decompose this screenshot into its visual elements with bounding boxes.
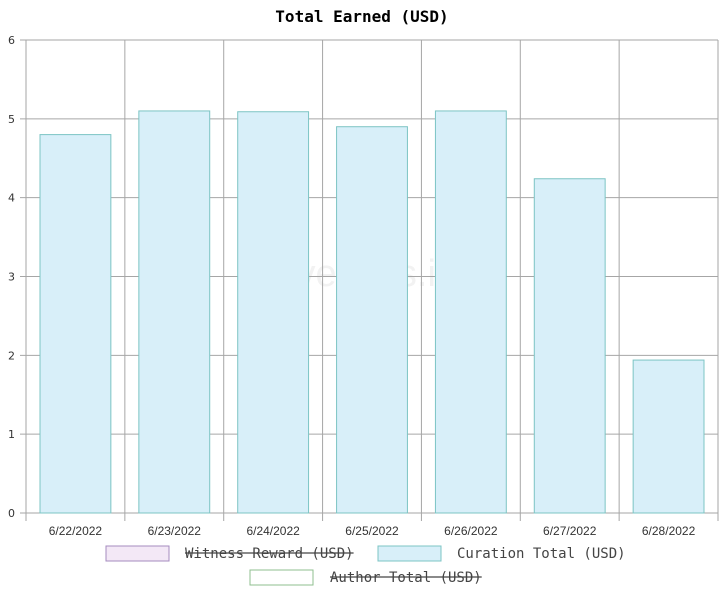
legend-label: Witness Reward (USD) [185, 546, 354, 562]
bar-6/25/2022[interactable] [336, 126, 408, 514]
legend-label: Author Total (USD) [330, 570, 482, 586]
y-tick-label: 4 [8, 192, 15, 205]
legend-item[interactable]: Author Total (USD) [249, 569, 482, 586]
legend-item[interactable]: Witness Reward (USD) [105, 545, 354, 562]
y-tick-label: 3 [8, 271, 15, 284]
x-tick-label: 6/26/2022 [444, 524, 498, 538]
x-tick-label: 6/25/2022 [345, 524, 399, 538]
x-tick-label: 6/27/2022 [543, 524, 597, 538]
bar-6/22/2022[interactable] [39, 134, 112, 514]
y-tick-label: 6 [8, 34, 15, 47]
legend-swatch [105, 545, 170, 562]
y-tick-label: 0 [8, 507, 15, 520]
bar-6/23/2022[interactable] [138, 110, 211, 514]
bar-6/27/2022[interactable] [533, 178, 606, 514]
legend-item[interactable]: Curation Total (USD) [377, 545, 626, 562]
y-tick-label: 1 [8, 428, 15, 441]
x-tick-label: 6/24/2022 [246, 524, 300, 538]
y-tick-label: 2 [8, 349, 15, 362]
legend-swatch [249, 569, 314, 586]
bar-6/28/2022[interactable] [632, 359, 705, 514]
x-tick-label: 6/23/2022 [148, 524, 202, 538]
bar-6/24/2022[interactable] [237, 111, 310, 514]
legend-swatch [377, 545, 442, 562]
y-tick-label: 5 [8, 113, 15, 126]
chart-title: Total Earned (USD) [275, 7, 448, 26]
bars [39, 110, 705, 514]
x-tick-label: 6/22/2022 [49, 524, 103, 538]
bar-6/26/2022[interactable] [434, 110, 507, 514]
x-tick-label: 6/28/2022 [642, 524, 696, 538]
x-axis-ticks: 6/22/2022 6/23/2022 6/24/2022 6/25/2022 6/26… [49, 524, 696, 538]
legend: Witness Reward (USD) Curation Total (USD)… [105, 545, 626, 586]
y-axis-ticks: 0 1 2 3 4 5 6 [8, 34, 15, 520]
legend-label: Curation Total (USD) [457, 546, 626, 562]
